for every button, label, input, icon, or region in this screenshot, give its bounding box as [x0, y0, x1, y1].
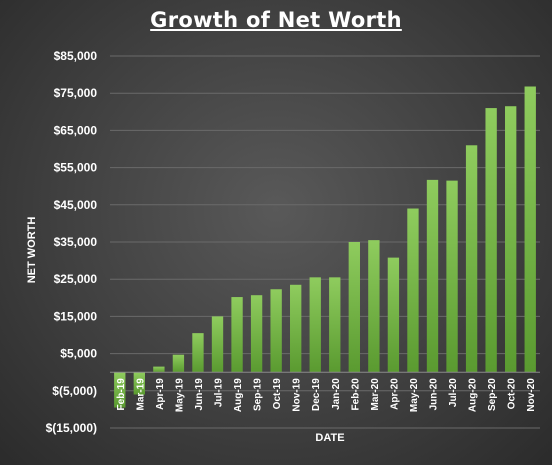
- y-tick-label: $35,000: [54, 235, 98, 249]
- x-tick-label: Sep-20: [487, 378, 498, 411]
- x-tick-label: Dec-19: [311, 378, 322, 411]
- y-tick-label: $25,000: [54, 272, 98, 286]
- bar: [172, 354, 185, 373]
- x-tick-label: Jul-20: [448, 378, 459, 407]
- x-tick-label: Oct-19: [272, 378, 283, 410]
- x-tick-label: Jun-19: [194, 378, 205, 411]
- y-tick-label: $85,000: [54, 49, 98, 63]
- bar: [348, 242, 360, 373]
- y-tick-label: $45,000: [54, 198, 98, 212]
- x-axis-title: DATE: [315, 432, 345, 444]
- y-tick-label: $(5,000): [52, 384, 97, 398]
- y-tick-label: $75,000: [54, 86, 98, 100]
- bars: [114, 86, 536, 408]
- x-tick-label: Mar-20: [370, 378, 381, 411]
- x-tick-label: Oct-20: [507, 378, 518, 410]
- bar: [290, 284, 302, 373]
- bar: [407, 208, 419, 373]
- y-tick-label: $(15,000): [46, 421, 97, 435]
- x-tick-label: Feb-20: [350, 378, 361, 411]
- x-tick-label: Jul-19: [214, 378, 225, 407]
- x-tick-label: Aug-19: [233, 378, 244, 412]
- bar: [446, 180, 458, 373]
- bar: [270, 289, 282, 373]
- bar: [153, 366, 165, 373]
- x-tick-label: Jan-20: [331, 378, 342, 410]
- x-tick-label: Sep-19: [253, 378, 264, 411]
- x-tick-label: May-19: [174, 378, 185, 412]
- x-tick-label: May-20: [409, 378, 420, 412]
- bar: [133, 372, 145, 395]
- bar: [250, 295, 263, 373]
- y-tick-label: $65,000: [54, 123, 98, 137]
- x-tick-label: Nov-20: [526, 378, 537, 412]
- bar: [485, 108, 497, 373]
- x-tick-label: Apr-19: [155, 378, 166, 410]
- x-tick-label: Jun-20: [429, 378, 440, 411]
- bar: [192, 333, 204, 373]
- bar: [387, 257, 400, 373]
- y-tick-labels: $(15,000) $(5,000) $5,000 $15,000 $25,000 $35…: [46, 49, 98, 435]
- x-tick-label: Apr-20: [389, 378, 400, 410]
- bar: [524, 86, 536, 373]
- x-tick-label: Aug-20: [468, 378, 479, 412]
- x-tick-label: Nov-19: [292, 378, 303, 412]
- chart-title: Growth of Net Worth: [150, 8, 402, 32]
- bar: [309, 277, 321, 373]
- bar: [426, 179, 439, 373]
- bar: [211, 316, 224, 373]
- bar: [231, 297, 243, 373]
- x-tick-label: Feb-19: [116, 378, 127, 411]
- y-tick-label: $15,000: [54, 309, 98, 323]
- bar: [329, 277, 341, 373]
- bar: [465, 145, 478, 373]
- y-tick-label: $5,000: [60, 347, 97, 361]
- bar: [505, 106, 517, 373]
- x-tick-labels: Feb-19 Mar-19 Apr-19 May-19 Jun-19 Jul-19 Aug-…: [116, 378, 537, 412]
- bar: [368, 240, 380, 373]
- y-tick-label: $55,000: [54, 161, 98, 175]
- x-tick-label: Mar-19: [135, 378, 146, 411]
- bar: [114, 372, 126, 408]
